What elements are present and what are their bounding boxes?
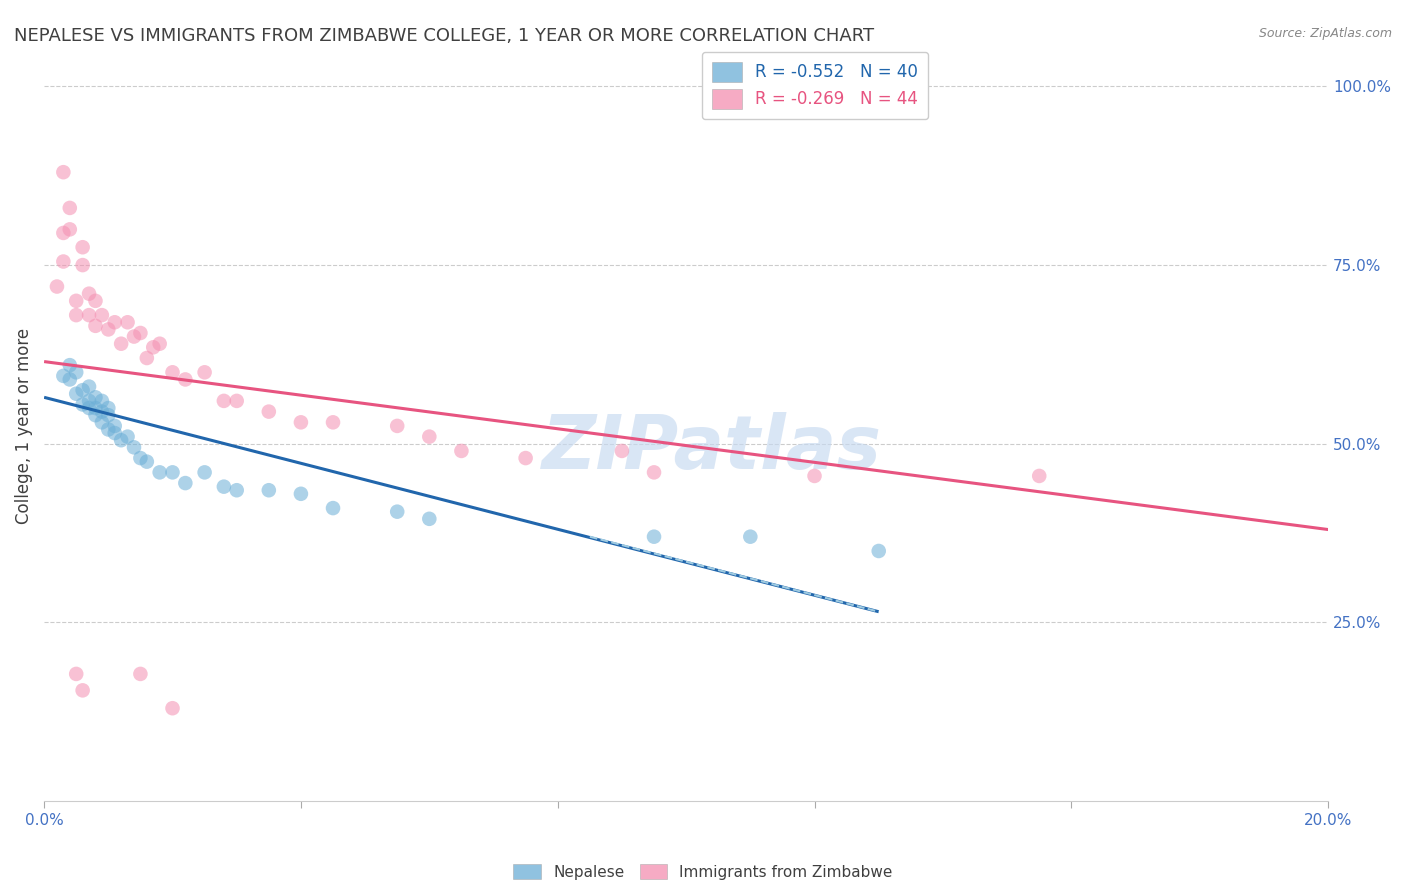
Point bbox=[65, 293, 87, 308]
Point bbox=[84, 318, 107, 333]
Point bbox=[52, 165, 75, 179]
Point bbox=[110, 433, 132, 447]
Point bbox=[59, 222, 82, 236]
Point bbox=[162, 466, 184, 480]
Point bbox=[72, 240, 94, 254]
Point bbox=[52, 254, 75, 268]
Point bbox=[97, 401, 120, 415]
Point bbox=[65, 365, 87, 379]
Text: NEPALESE VS IMMIGRANTS FROM ZIMBABWE COLLEGE, 1 YEAR OR MORE CORRELATION CHART: NEPALESE VS IMMIGRANTS FROM ZIMBABWE COL… bbox=[14, 27, 875, 45]
Point bbox=[104, 418, 127, 433]
Point bbox=[610, 444, 633, 458]
Point bbox=[1028, 469, 1050, 483]
Point bbox=[212, 480, 235, 494]
Point bbox=[46, 279, 69, 293]
Legend: R = -0.552   N = 40, R = -0.269   N = 44: R = -0.552 N = 40, R = -0.269 N = 44 bbox=[702, 52, 928, 119]
Point bbox=[418, 429, 440, 443]
Point bbox=[84, 408, 107, 422]
Point bbox=[803, 469, 825, 483]
Point bbox=[418, 512, 440, 526]
Point bbox=[225, 393, 247, 408]
Point bbox=[104, 315, 127, 329]
Point bbox=[72, 258, 94, 272]
Point bbox=[322, 415, 344, 429]
Point bbox=[515, 451, 537, 466]
Point bbox=[77, 393, 100, 408]
Point bbox=[868, 544, 890, 558]
Point bbox=[290, 415, 312, 429]
Point bbox=[77, 308, 100, 322]
Point bbox=[65, 308, 87, 322]
Point bbox=[117, 429, 139, 443]
Point bbox=[65, 667, 87, 681]
Point bbox=[52, 368, 75, 383]
Point bbox=[257, 404, 280, 418]
Point bbox=[290, 487, 312, 501]
Point bbox=[72, 383, 94, 397]
Point bbox=[90, 308, 112, 322]
Point bbox=[122, 441, 145, 455]
Point bbox=[129, 326, 152, 340]
Point bbox=[90, 404, 112, 418]
Point bbox=[162, 701, 184, 715]
Point bbox=[72, 397, 94, 411]
Point bbox=[77, 286, 100, 301]
Text: Source: ZipAtlas.com: Source: ZipAtlas.com bbox=[1258, 27, 1392, 40]
Point bbox=[149, 466, 172, 480]
Point bbox=[174, 476, 197, 491]
Point bbox=[97, 408, 120, 422]
Point bbox=[90, 393, 112, 408]
Point bbox=[97, 322, 120, 336]
Point bbox=[84, 293, 107, 308]
Text: ZIPatlas: ZIPatlas bbox=[541, 412, 882, 485]
Point bbox=[84, 390, 107, 404]
Point bbox=[450, 444, 472, 458]
Point bbox=[194, 365, 217, 379]
Point bbox=[387, 505, 409, 519]
Point bbox=[387, 418, 409, 433]
Point bbox=[135, 455, 157, 469]
Point bbox=[322, 501, 344, 516]
Point bbox=[129, 451, 152, 466]
Y-axis label: College, 1 year or more: College, 1 year or more bbox=[15, 328, 32, 524]
Point bbox=[77, 379, 100, 393]
Point bbox=[643, 466, 665, 480]
Point bbox=[257, 483, 280, 498]
Point bbox=[740, 530, 762, 544]
Point bbox=[52, 226, 75, 240]
Point bbox=[212, 393, 235, 408]
Point bbox=[117, 315, 139, 329]
Point bbox=[110, 336, 132, 351]
Point bbox=[77, 401, 100, 415]
Point bbox=[104, 425, 127, 440]
Point bbox=[59, 372, 82, 386]
Point bbox=[65, 386, 87, 401]
Point bbox=[225, 483, 247, 498]
Point bbox=[174, 372, 197, 386]
Point bbox=[149, 336, 172, 351]
Point bbox=[59, 358, 82, 372]
Point bbox=[97, 422, 120, 436]
Point bbox=[84, 401, 107, 415]
Point bbox=[142, 340, 165, 354]
Point bbox=[643, 530, 665, 544]
Point bbox=[135, 351, 157, 365]
Point bbox=[122, 329, 145, 343]
Point bbox=[90, 415, 112, 429]
Point bbox=[72, 683, 94, 698]
Point bbox=[162, 365, 184, 379]
Point bbox=[194, 466, 217, 480]
Point bbox=[59, 201, 82, 215]
Point bbox=[129, 667, 152, 681]
Legend: Nepalese, Immigrants from Zimbabwe: Nepalese, Immigrants from Zimbabwe bbox=[509, 859, 897, 884]
